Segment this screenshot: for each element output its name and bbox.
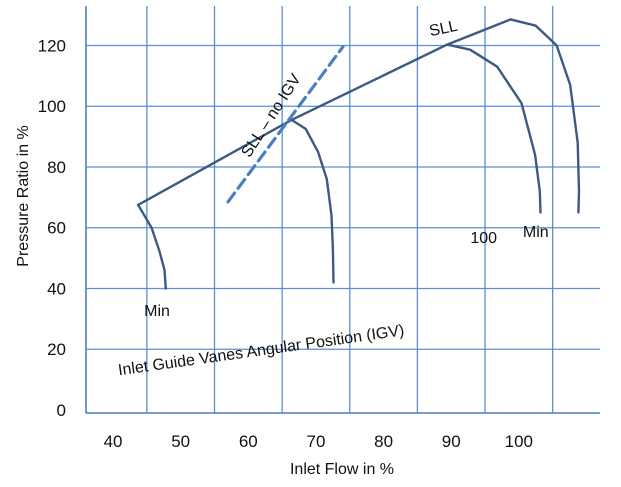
speed-curve-1 bbox=[136, 203, 167, 290]
speed-curve-3 bbox=[446, 43, 542, 214]
min-label-right: Min bbox=[523, 224, 549, 241]
x-tick-label: 80 bbox=[374, 432, 393, 451]
axes bbox=[85, 6, 600, 414]
curves bbox=[136, 18, 581, 290]
surge-line-no-igv bbox=[226, 45, 345, 204]
x-tick-label: 40 bbox=[104, 432, 123, 451]
sll-no-igv-label: SLL – no IGV bbox=[238, 71, 304, 161]
annotations: SLL SLL – no IGV Min 100 Min Inlet Guide Vane… bbox=[117, 18, 549, 380]
sll-label: SLL bbox=[428, 18, 459, 41]
tick-labels: 40 50 60 70 80 90 100 0 20 40 60 80 100 120 bbox=[38, 36, 533, 451]
y-tick-label: 80 bbox=[47, 158, 66, 177]
speed-curve-4 bbox=[509, 18, 581, 214]
y-tick-label: 60 bbox=[47, 219, 66, 238]
y-axis-title: Pressure Ratio in % bbox=[15, 125, 32, 266]
speed-curve-2 bbox=[290, 118, 335, 284]
x-tick-label: 60 bbox=[239, 432, 258, 451]
y-tick-label: 40 bbox=[47, 279, 66, 298]
x-tick-label: 70 bbox=[306, 432, 325, 451]
min-label-left: Min bbox=[144, 303, 170, 320]
grid bbox=[86, 6, 600, 413]
x-tick-label: 100 bbox=[505, 432, 533, 451]
igv-100-label: 100 bbox=[470, 230, 497, 247]
igv-caption: Inlet Guide Vanes Angular Position (IGV) bbox=[117, 322, 405, 379]
y-tick-label: 0 bbox=[57, 401, 66, 420]
y-tick-label: 20 bbox=[47, 340, 66, 359]
x-tick-label: 50 bbox=[171, 432, 190, 451]
y-tick-label: 120 bbox=[38, 36, 66, 55]
x-axis-title: Inlet Flow in % bbox=[290, 461, 394, 478]
y-tick-label: 100 bbox=[38, 97, 66, 116]
x-tick-label: 90 bbox=[442, 432, 461, 451]
surge-limit-line bbox=[136, 18, 512, 207]
